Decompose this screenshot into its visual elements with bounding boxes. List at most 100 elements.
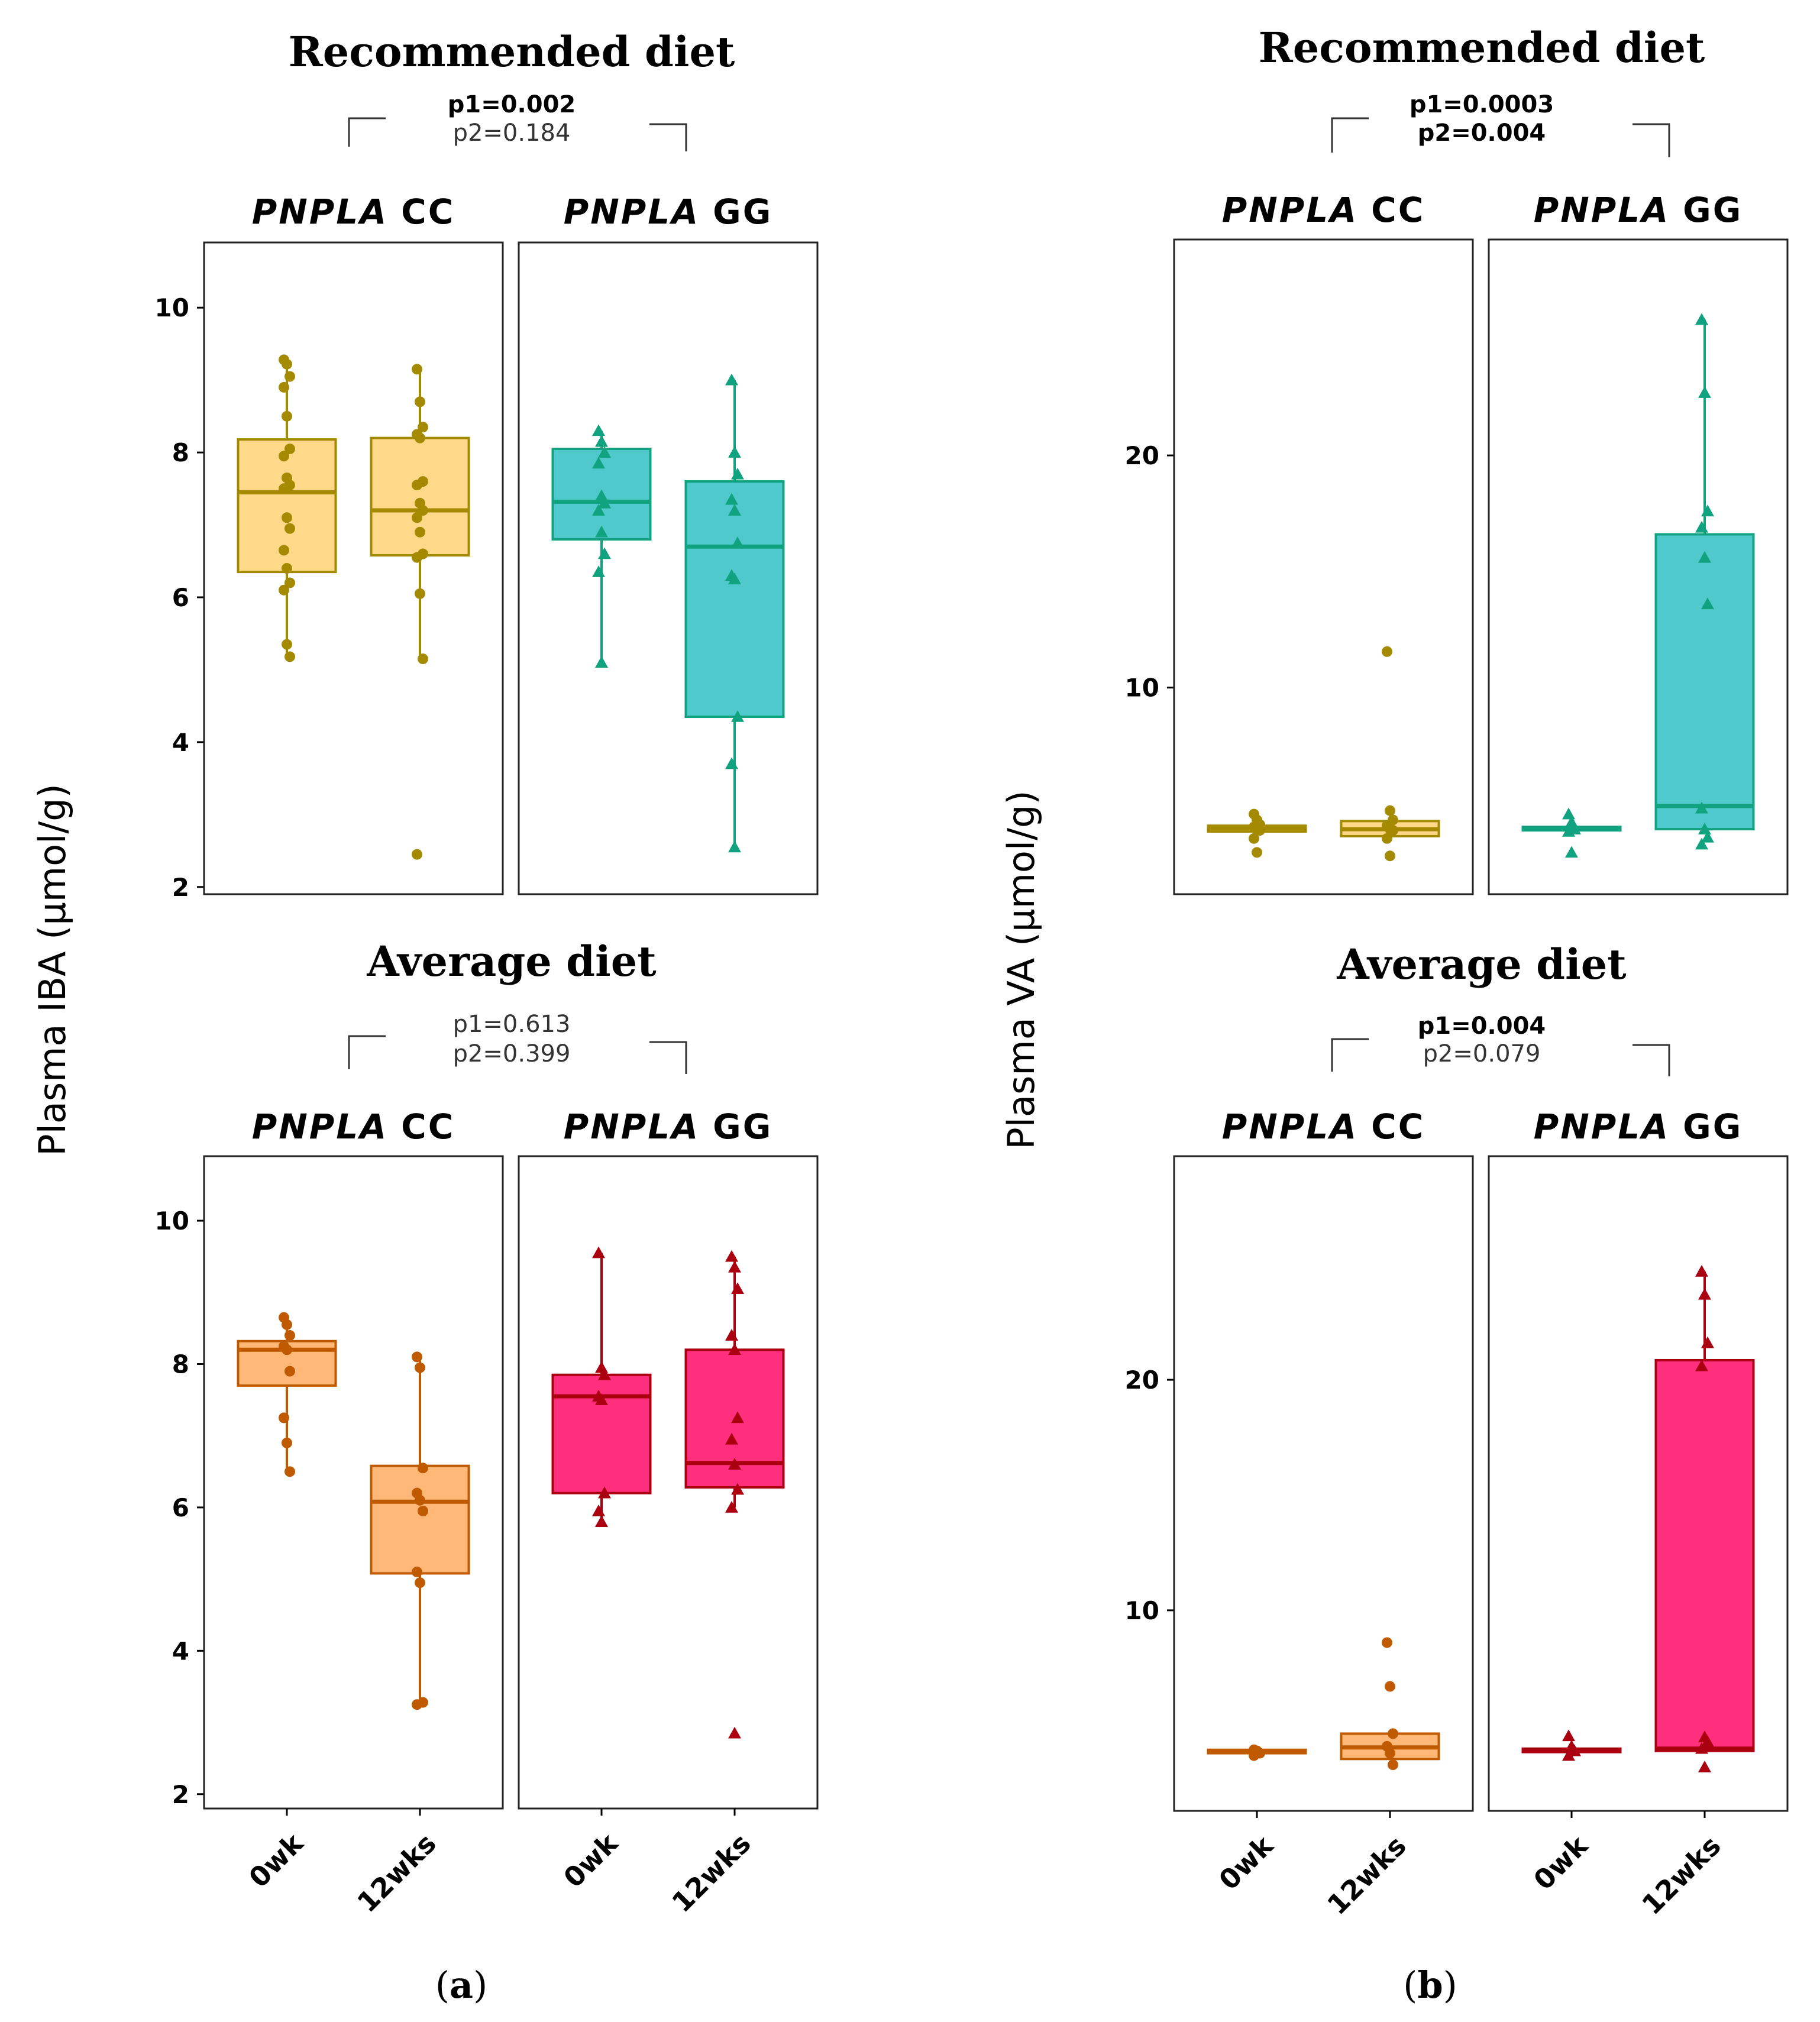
panel-b-row-2-facet-gg-box-0wk-point <box>1568 1744 1581 1756</box>
panel-b-row-1-bracket-left <box>1331 117 1369 153</box>
panel-b-row-2-facet-gg-xtick-label-12wks: 12wks <box>1635 1830 1727 1921</box>
panel-b-row-2-title: Average diet <box>1336 940 1626 989</box>
panel-a-row-2-bracket-left <box>348 1035 386 1069</box>
panel-a-row-1-bracket-right <box>649 123 687 151</box>
panel-a-row-2-facet-gg-box-0wk-point <box>595 1393 608 1405</box>
panel-a-row-1-pvalue-2: p2=0.184 <box>453 119 571 147</box>
panel-b-row-1-facet-gg-box-12wks-point <box>1698 551 1711 563</box>
panel-b-row-2-facet-cc-strip-genotype: CC <box>1371 1107 1425 1147</box>
panel-a-row-2-facet-gg-strip-label: PNPLA GG <box>564 1107 773 1147</box>
panel-a-row-1-facet-gg-box-12wks-point <box>731 536 744 548</box>
panel-b-row-2-facet-gg-box-12wks-point <box>1695 1264 1708 1277</box>
panel-a-row-1-facet-cc-box-0wk-point <box>279 584 289 596</box>
panel-a-row-1-facet-gg-frame <box>518 241 819 895</box>
panel-label-a-open: ( <box>435 1963 450 2007</box>
panel-b-row-2-facet-gg-strip-label: PNPLA GG <box>1534 1107 1743 1147</box>
panel-a-row-1-facet-gg-strip-gene: PNPLA <box>564 192 700 232</box>
panel-b-row-2-facet-gg-box-12wks <box>1654 1264 1755 1772</box>
panel-a-row-1-facet-gg-box-12wks-point <box>731 467 744 480</box>
panel-b-row-2-bracket-left <box>1331 1038 1369 1072</box>
panel-a-row-2-facet-cc-box-12wks-point <box>418 1505 428 1516</box>
panel-a-row-2-facet-cc-box-12wks-point <box>415 1494 425 1506</box>
panel-a-row-1-facet-gg-box-0wk-point <box>598 547 611 559</box>
panel-label-a: (a) <box>435 1963 488 2007</box>
panel-b-row-2-facet-cc-box-12wks-point <box>1385 1681 1395 1692</box>
panel-b-row-1-facet-gg-box-12wks-point <box>1695 520 1708 533</box>
panel-a-row-1-title: Recommended diet <box>289 27 735 76</box>
panel-b-row-2-facet-gg-box-0wk-point <box>1562 1749 1575 1761</box>
panel-a-row-2-facet-gg-box-0wk <box>551 1246 652 1527</box>
panel-a-row-1-facet-cc-box-12wks-point <box>412 849 422 860</box>
panel-a-row-1-pvalue-1: p1=0.002 <box>448 91 576 118</box>
panel-b-row-1-facet-gg-frame <box>1488 238 1789 895</box>
panel-a-row-2-title: Average diet <box>366 937 656 986</box>
panel-b-row-1-facet-gg-box-0wk-point <box>1562 807 1575 820</box>
panel-a-row-1-facet-cc-box-0wk-point <box>279 381 289 393</box>
panel-a-row-1-facet-gg-box-0wk-point <box>598 496 611 509</box>
panel-a-row-2-facet-cc-box-12wks-point <box>412 1699 422 1710</box>
panel-a-row-1-facet-gg-box-12wks-point <box>725 493 738 505</box>
panel-a-row-2-facet-gg-box-12wks-point <box>731 1282 744 1295</box>
panel-a-row-1-facet-cc-strip-gene: PNPLA <box>252 192 388 232</box>
panel-b-row-1-facet-gg-box-12wks-point <box>1695 313 1708 325</box>
panel-a-row-1-facet-cc-box-0wk <box>237 354 337 662</box>
panel-a-row-2-facet-cc-box-0wk-point <box>282 1437 292 1448</box>
panel-a-row-1-facet-gg-strip-genotype: GG <box>713 192 772 232</box>
panel-b-row-1-facet-gg-box-0wk-point <box>1565 846 1578 858</box>
panel-a-row-1-facet-gg-box-0wk-point <box>592 457 605 469</box>
panel-a-row-1-facet-cc-box-0wk-point <box>279 545 289 556</box>
panel-a-row-1-facet-cc-box-12wks-point <box>418 653 428 665</box>
panel-a-row-1-facet-cc-box-0wk-point <box>285 443 295 454</box>
panel-label-b-letter: b <box>1417 1963 1443 2007</box>
panel-a-y-axis-label: Plasma IBA (µmol/g) <box>31 784 74 1156</box>
panel-a-row-2-ytick-label-4: 4 <box>172 1636 189 1665</box>
panel-a-row-1-facet-gg-box-12wks-point <box>728 572 741 585</box>
panel-b-row-2-facet-cc-box-12wks-point <box>1385 1748 1395 1759</box>
panel-b-row-1-facet-cc-box-0wk-point <box>1252 847 1262 858</box>
panel-b-row-2-facet-cc-box-12wks-point <box>1388 1759 1398 1771</box>
panel-a-row-2-facet-gg-strip-gene: PNPLA <box>564 1107 700 1147</box>
panel-a-row-2-pvalue-2: p2=0.399 <box>453 1040 571 1067</box>
panel-b-row-2-facet-gg-box-12wks-point <box>1695 1742 1708 1754</box>
panel-b-row-1-title: Recommended diet <box>1259 23 1705 72</box>
panel-a-row-1-ytick-label-10: 10 <box>155 293 189 322</box>
panel-a-row-1-facet-cc-box-12wks-point <box>415 396 425 407</box>
panel-a-row-1-ytick-label-8: 8 <box>172 438 189 467</box>
panel-label-a-close: ) <box>473 1963 487 2007</box>
panel-b-row-2-facet-cc-strip-gene: PNPLA <box>1222 1107 1358 1147</box>
panel-a-row-2-facet-gg-box-0wk-iqr <box>551 1373 652 1494</box>
panel-a-row-1-facet-cc-box-0wk-point <box>279 483 289 494</box>
panel-a-row-1-facet-gg-box-12wks-point <box>725 373 738 386</box>
panel-b-row-2-facet-cc-xtick-label-0wk: 0wk <box>1213 1829 1279 1896</box>
panel-b-row-2-facet-cc-xtick-label-12wks: 12wks <box>1321 1830 1412 1921</box>
panel-a-row-2-facet-gg-box-12wks-point <box>728 1260 741 1273</box>
panel-a-row-2-facet-cc-box-12wks-iqr <box>370 1464 470 1575</box>
panel-a-row-2-facet-cc: PNPLA CC 0wk 12wks <box>203 1107 504 1919</box>
panel-a-row-2-facet-gg-strip-genotype: GG <box>713 1107 772 1147</box>
panel-a-row-1-facet-gg-box-0wk <box>551 424 652 668</box>
panel-a-row-2-facet-gg-xtick-label-12wks: 12wks <box>665 1827 757 1919</box>
panel-label-a-letter: a <box>450 1963 473 2007</box>
panel-a: Plasma IBA (µmol/g) Recommended diet p1=0.… <box>31 27 819 1919</box>
panel-a-row-1-facet-cc-frame <box>203 241 504 895</box>
panel-a-row-1-facet-cc-box-0wk-point <box>285 523 295 534</box>
panel-b-row-1-facet-cc-box-12wks <box>1340 646 1440 862</box>
panel-a-row-2-facet-cc-box-12wks-point <box>412 1351 422 1363</box>
panel-a-row-1-ytick-label-6: 6 <box>172 583 189 612</box>
panel-a-row-2-facet-gg-xtick-label-0wk: 0wk <box>557 1827 624 1894</box>
panel-a-row-2-facet-cc-box-0wk-point <box>285 1366 295 1377</box>
panel-b-row-2-facet-gg-box-0wk <box>1521 1729 1622 1761</box>
panel-a-row-1-facet-cc-box-12wks-point <box>415 432 425 444</box>
panel-a-row-1-facet-gg-box-12wks-point <box>731 710 744 722</box>
panel-label-b: (b) <box>1403 1963 1457 2007</box>
panel-a-row-2-ytick-label-6: 6 <box>172 1493 189 1522</box>
panel-a-row-1-facet-cc-box-0wk-point <box>282 563 292 574</box>
panel-a-row-2-facet-cc-box-0wk-point <box>285 1330 295 1341</box>
panel-b-row-2-facet-gg-xtick-label-0wk: 0wk <box>1527 1829 1594 1896</box>
panel-a-row-1-facet-cc-box-12wks-point <box>415 526 425 538</box>
panel-label-b-close: ) <box>1443 1963 1457 2007</box>
panel-a-row-1-ytick-label-2: 2 <box>172 873 189 902</box>
panel-a-row-1-facet-cc-box-0wk-point <box>282 358 292 370</box>
panel-b-row-2-facet-cc-frame <box>1173 1155 1474 1812</box>
